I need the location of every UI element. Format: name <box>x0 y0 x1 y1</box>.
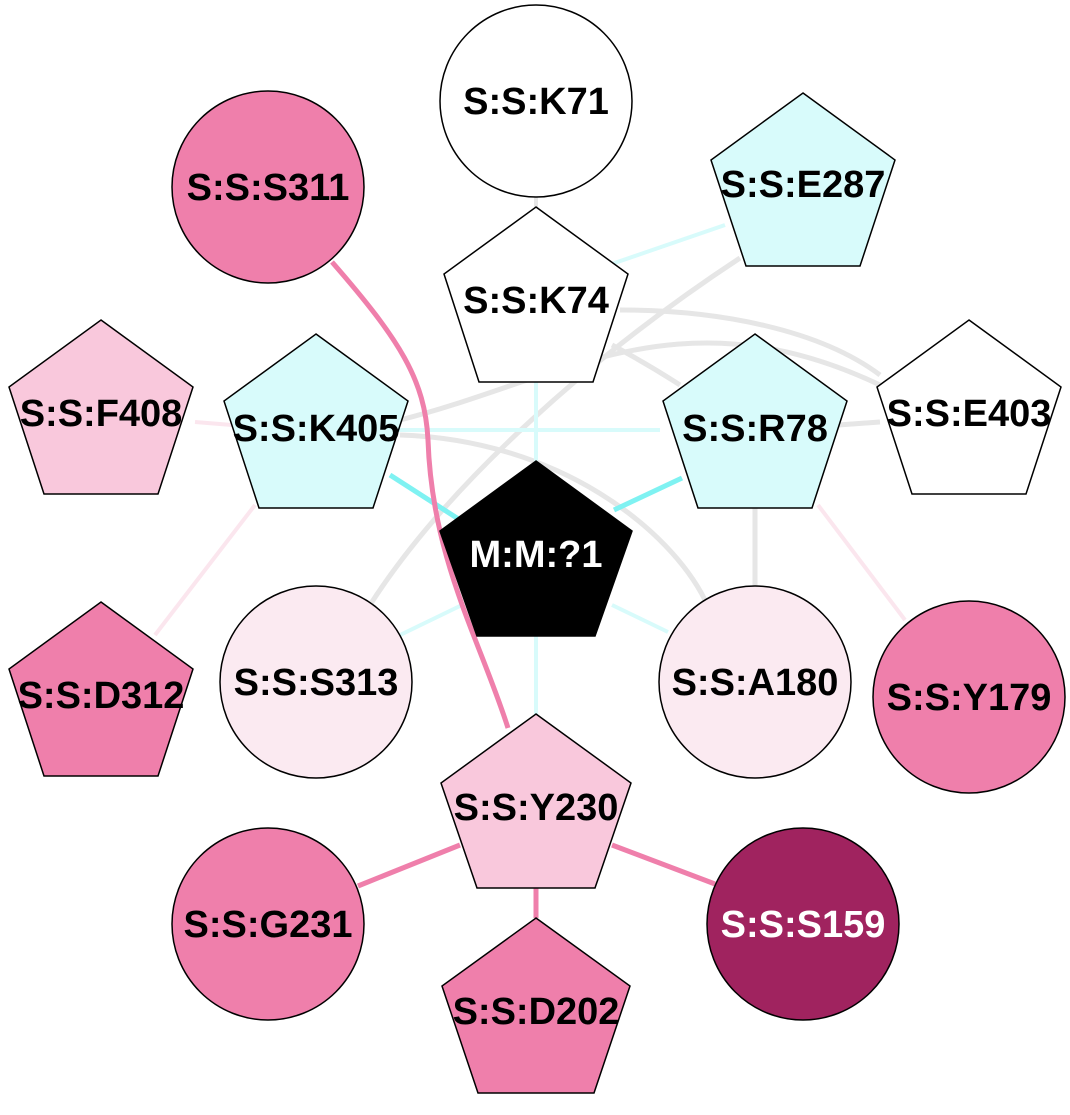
node-label-r78: S:S:R78 <box>682 408 828 450</box>
node-k71: S:S:K71 <box>439 4 633 198</box>
node-s159: S:S:S159 <box>706 827 900 1021</box>
edge-k405-center <box>388 472 462 523</box>
node-a180: S:S:A180 <box>658 585 852 779</box>
edge-center-s313 <box>399 603 463 637</box>
node-s313: S:S:S313 <box>219 585 413 779</box>
node-label-center: M:M:?1 <box>470 534 603 576</box>
node-y230: S:S:Y230 <box>440 713 632 889</box>
node-g231: S:S:G231 <box>171 827 365 1021</box>
node-e287: S:S:E287 <box>710 92 896 267</box>
node-f408: S:S:F408 <box>8 319 194 495</box>
node-label-g231: S:S:G231 <box>184 904 353 946</box>
edge-r78-y179 <box>816 503 907 622</box>
node-r78: S:S:R78 <box>662 333 848 509</box>
node-label-s313: S:S:S313 <box>234 662 399 704</box>
node-d312: S:S:D312 <box>8 601 194 777</box>
edge-k74-r78 <box>610 342 682 388</box>
node-d202: S:S:D202 <box>441 917 631 1094</box>
node-label-k74: S:S:K74 <box>463 280 609 322</box>
edge-k74-e403 <box>619 307 882 378</box>
edge-y230-s159 <box>611 842 716 887</box>
edge-k405-d312 <box>153 503 257 637</box>
node-k405: S:S:K405 <box>223 333 409 509</box>
node-y179: S:S:Y179 <box>872 600 1066 794</box>
edge-s311-y230 <box>330 260 511 729</box>
node-center: M:M:?1 <box>439 460 633 637</box>
edge-k405-a180 <box>399 432 708 602</box>
node-label-e403: S:S:E403 <box>887 393 1052 435</box>
edge-y230-g231 <box>357 842 461 889</box>
node-label-y230: S:S:Y230 <box>454 787 619 829</box>
edge-e287-s313 <box>367 255 742 607</box>
edge-f408-k405 <box>194 420 233 427</box>
node-k74: S:S:K74 <box>443 206 629 383</box>
node-label-a180: S:S:A180 <box>672 662 839 704</box>
node-label-y179: S:S:Y179 <box>887 677 1052 719</box>
node-label-e287: S:S:E287 <box>721 164 886 206</box>
node-label-d312: S:S:D312 <box>18 675 185 717</box>
edges <box>153 196 907 918</box>
node-s311: S:S:S311 <box>171 90 365 284</box>
node-label-k405: S:S:K405 <box>233 408 400 450</box>
edge-k405-e403 <box>399 340 882 423</box>
edge-r78-center <box>612 475 684 513</box>
edge-center-a180 <box>611 603 669 634</box>
node-label-d202: S:S:D202 <box>453 991 620 1033</box>
node-label-s311: S:S:S311 <box>187 167 350 209</box>
edge-k74-e287 <box>599 223 726 270</box>
edge-r78-e403 <box>837 419 881 428</box>
node-e403: S:S:E403 <box>876 319 1062 495</box>
nodes: S:S:K71 S:S:E287 S:S:S311 S:S:K74 S:S:F4… <box>8 4 1066 1094</box>
node-label-f408: S:S:F408 <box>20 393 183 435</box>
node-label-k71: S:S:K71 <box>463 81 609 123</box>
node-label-s159: S:S:S159 <box>721 904 886 946</box>
